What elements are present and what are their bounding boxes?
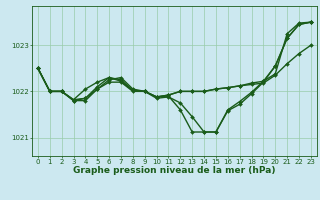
X-axis label: Graphe pression niveau de la mer (hPa): Graphe pression niveau de la mer (hPa) bbox=[73, 166, 276, 175]
